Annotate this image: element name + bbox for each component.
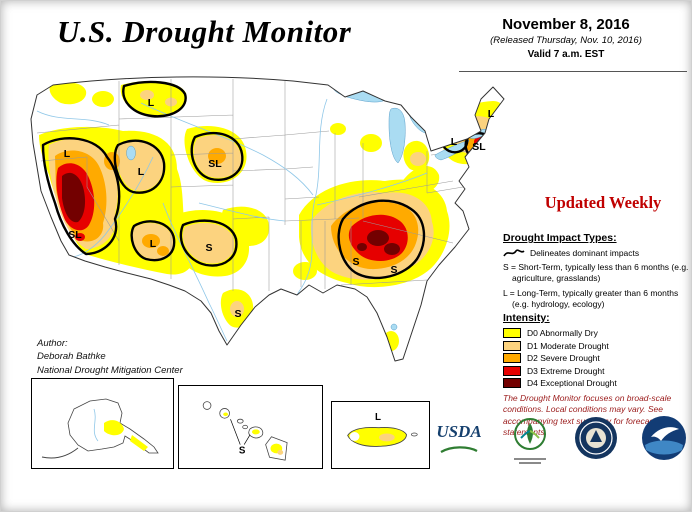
impact-long-term: L = Long-Term, typically greater than 6 …: [503, 288, 679, 310]
legend-swatch-d1: [503, 340, 521, 351]
impact-label-l: L: [148, 97, 155, 109]
impact-label-l: L: [138, 166, 145, 178]
logo-row: USDA: [433, 413, 687, 467]
puerto-rico-inset: L: [331, 401, 430, 469]
intensity-legend-rows: D0 Abnormally Dry D1 Moderate Drought D2 S…: [503, 328, 689, 388]
ndmc-plant-icon: [513, 417, 546, 450]
hawaii-inset: S: [178, 385, 323, 469]
impact-types-heading: Drought Impact Types:: [503, 232, 617, 244]
legend-swatch-d2: [503, 353, 521, 363]
impact-label-s: S: [234, 308, 241, 320]
page-title: U.S. Drought Monitor: [57, 14, 352, 49]
hawaii-inset-map: S: [202, 401, 288, 461]
legend-swatch-d0: [503, 328, 521, 338]
pr-no-drought-area: [349, 432, 360, 441]
state-borders: [36, 79, 472, 291]
impact-label-sl: SL: [472, 141, 486, 153]
impact-label-s: S: [205, 242, 212, 254]
author-label: Author:: [37, 338, 68, 349]
alaska-inset-map: [41, 398, 159, 459]
legend-swatch-d3: [503, 365, 521, 376]
impact-label-l: L: [488, 108, 495, 120]
impact-label-l: L: [451, 136, 458, 148]
legend-item-d1: D1 Moderate Drought: [503, 340, 689, 351]
noaa-logo: [641, 415, 687, 466]
legend-label-d0: D0 Abnormally Dry: [527, 328, 598, 338]
updated-weekly-label: Updated Weekly: [544, 193, 662, 212]
island-leader-lines: [230, 419, 251, 445]
commerce-seal-icon: [575, 416, 618, 459]
date-block: November 8, 2016 (Released Thursday, Nov…: [453, 16, 679, 60]
puerto-rico-impact-label: L: [375, 412, 381, 423]
intensity-heading: Intensity:: [503, 312, 550, 324]
legend-label-d1: D1 Moderate Drought: [527, 340, 609, 351]
legend-item-d3: D3 Extreme Drought: [503, 365, 689, 376]
ndmc-caption-line: [518, 461, 541, 464]
usda-swoosh-icon: [440, 445, 478, 453]
impact-line-icon: [503, 249, 525, 257]
impact-label-l: L: [150, 238, 157, 250]
impact-short-term: S = Short-Term, typically less than 6 mo…: [503, 262, 689, 284]
release-date: (Released Thursday, Nov. 10, 2016): [490, 35, 642, 46]
header-divider: [459, 71, 687, 72]
ndmc-caption-line: [513, 457, 546, 460]
hawaii-impact-label: S: [239, 445, 246, 456]
legend-swatch-d4: [503, 378, 521, 388]
legend-item-d2: D2 Severe Drought: [503, 353, 689, 363]
report-date: November 8, 2016: [502, 16, 630, 33]
impact-label-s: S: [352, 256, 359, 268]
impact-outlines: [41, 80, 495, 280]
intensity-legend: Intensity: D0 Abnormally Dry D1 Moderate …: [503, 312, 689, 391]
impact-label-s: S: [390, 264, 397, 276]
alaska-inset: [31, 378, 174, 469]
legend-label-d4: D4 Exceptional Drought: [527, 378, 617, 388]
aleutian-islands: [41, 447, 79, 459]
commerce-seal: [574, 416, 618, 465]
author-name: Deborah Bathke: [37, 351, 106, 363]
impact-label-sl: SL: [208, 158, 222, 170]
noaa-seagull-icon: [641, 415, 686, 460]
legend-item-d0: D0 Abnormally Dry: [503, 328, 689, 338]
drought-d4-areas: [62, 172, 400, 255]
valid-time: Valid 7 a.m. EST: [527, 49, 605, 60]
legend-label-d2: D2 Severe Drought: [527, 353, 600, 363]
usda-logo-text: USDA: [436, 421, 482, 441]
us-coast-outline: [30, 76, 505, 362]
legend-item-d4: D4 Exceptional Drought: [503, 378, 689, 388]
impact-label-l: L: [64, 148, 71, 160]
impact-delineates-label: Delineates dominant impacts: [530, 248, 640, 258]
author-block: Author: Deborah Bathke National Drought …: [37, 337, 183, 377]
ndmc-logo: [508, 417, 552, 464]
impact-types-panel: Drought Impact Types: Delineates dominan…: [503, 232, 689, 314]
author-org: National Drought Mitigation Center: [37, 364, 183, 376]
puerto-rico-inset-map: L: [347, 412, 418, 447]
usda-logo: USDA: [433, 423, 485, 458]
legend-label-d3: D3 Extreme Drought: [527, 365, 605, 376]
impact-label-sl: SL: [68, 229, 82, 241]
